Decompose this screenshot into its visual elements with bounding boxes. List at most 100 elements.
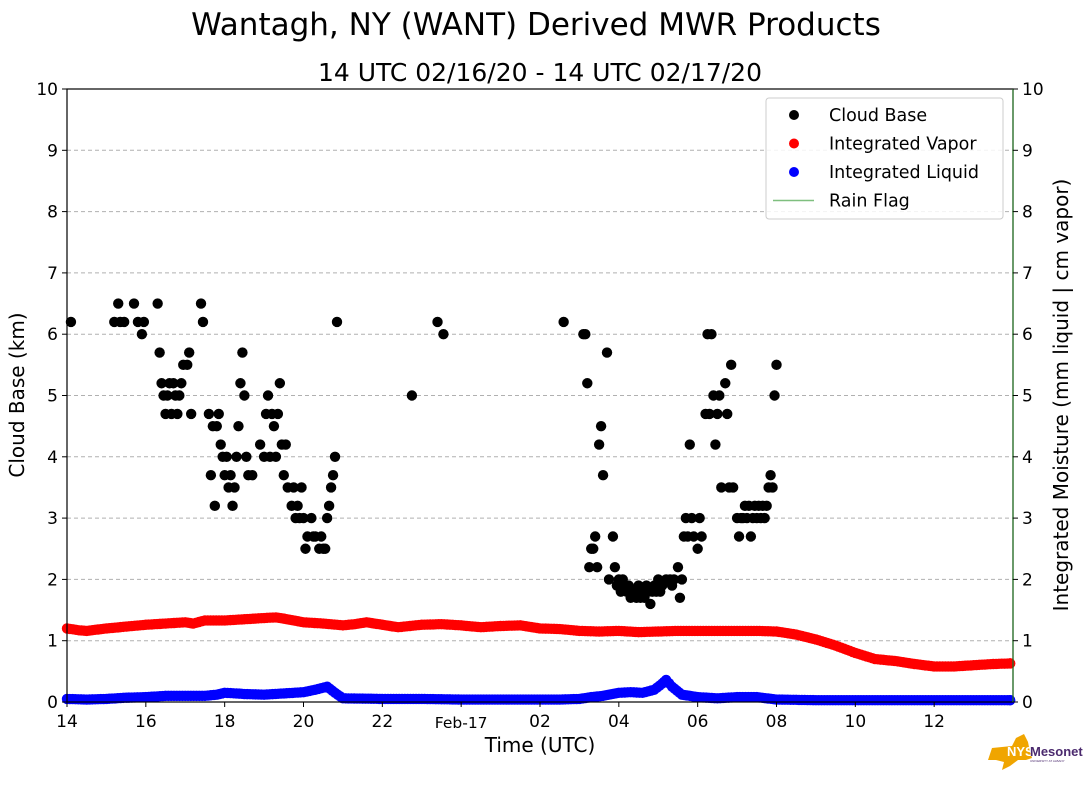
cloud-base-point <box>239 390 250 401</box>
cloud-base-point <box>172 408 183 420</box>
logo-mesonet-text: Mesonet <box>1030 744 1083 759</box>
cloud-base-point <box>306 512 317 524</box>
cloud-base-point <box>270 451 282 462</box>
cloud-base-point <box>156 378 167 389</box>
cloud-base-point <box>588 543 599 554</box>
cloud-base-point <box>607 531 619 542</box>
cloud-base-point <box>274 378 286 389</box>
cloud-base-point <box>298 512 309 524</box>
y-tick-label-left: 8 <box>47 203 58 223</box>
cloud-base-point <box>765 469 776 481</box>
cloud-base-point <box>65 316 77 328</box>
cloud-base-point <box>296 482 307 493</box>
cloud-base-point <box>580 329 591 340</box>
cloud-base-point <box>696 531 707 542</box>
ny-state-shape-icon <box>988 734 1032 770</box>
cloud-base-point <box>300 543 311 554</box>
cloud-base-point <box>221 451 232 462</box>
liquid-point <box>1004 694 1016 706</box>
cloud-base-point <box>229 482 240 493</box>
y-tick-label-left: 7 <box>47 264 58 284</box>
legend-label: Integrated Vapor <box>829 135 977 155</box>
x-tick-label: 12 <box>923 712 945 732</box>
cloud-base-point <box>710 439 721 450</box>
chart-title: Wantagh, NY (WANT) Derived MWR Products <box>191 7 881 43</box>
x-tick-label: 06 <box>687 712 709 732</box>
cloud-base-point <box>597 469 609 481</box>
cloud-base-point <box>432 316 443 328</box>
y-tick-label-left: 3 <box>47 509 58 529</box>
cloud-base-point <box>704 408 715 420</box>
legend-box <box>765 97 1004 220</box>
y-axis-right: 0 1 2 3 4 5 6 7 8 9 10 <box>1013 80 1044 713</box>
cloud-base-point <box>118 316 130 328</box>
cloud-base-point <box>168 378 179 389</box>
cloud-base-point <box>128 298 140 309</box>
cloud-base-point <box>292 500 303 512</box>
cloud-base-point <box>733 531 745 542</box>
y-tick-label-right: 5 <box>1022 387 1033 407</box>
cloud-base-point <box>591 561 603 573</box>
cloud-base-point <box>582 378 593 389</box>
cloud-base-point <box>609 561 621 573</box>
cloud-base-point <box>316 531 327 542</box>
y-axis-left: 0 1 2 3 4 5 6 7 8 9 10 <box>36 80 67 713</box>
cloud-base-point <box>209 500 221 512</box>
cloud-base-point <box>215 439 226 450</box>
y-tick-label-left: 5 <box>47 387 58 407</box>
series-integrated-liquid <box>61 674 1016 706</box>
cloud-base-point <box>438 329 449 340</box>
cloud-base-point <box>706 329 717 340</box>
x-tick-label: 20 <box>293 712 315 732</box>
cloud-base-point <box>674 592 686 603</box>
cloud-base-point <box>262 390 274 401</box>
y-tick-label-right: 6 <box>1022 325 1033 345</box>
logo-nys-text: NYS <box>1007 744 1034 759</box>
cloud-base-point <box>725 359 737 371</box>
x-axis: 14 16 18 20 22 Feb-17 02 04 06 08 10 12 <box>56 702 945 732</box>
y-tick-label-left: 4 <box>47 448 58 468</box>
cloud-base-point <box>769 390 780 401</box>
cloud-base-point <box>233 420 244 432</box>
cloud-base-point <box>325 482 337 493</box>
cloud-base-point <box>176 378 187 389</box>
y-tick-label-right: 3 <box>1022 509 1033 529</box>
cloud-base-point <box>183 347 195 358</box>
series-layer <box>61 298 1016 706</box>
y-tick-label-right: 4 <box>1022 448 1033 468</box>
cloud-base-point <box>686 512 697 524</box>
cloud-base-point <box>771 359 782 371</box>
x-tick-label: 18 <box>214 712 236 732</box>
legend-label: Integrated Liquid <box>829 163 979 183</box>
cloud-base-point <box>195 298 207 309</box>
cloud-base-point <box>152 298 163 309</box>
cloud-base-point <box>727 482 739 493</box>
cloud-base-point <box>331 316 343 328</box>
x-tick-label: 10 <box>845 712 867 732</box>
cloud-base-point <box>406 390 418 401</box>
nys-mesonet-logo: NYS Mesonet UNIVERSITY AT ALBANY <box>988 734 1083 770</box>
cloud-base-point <box>584 561 595 573</box>
cloud-base-point <box>278 469 289 481</box>
cloud-base-point <box>692 543 703 554</box>
legend-marker-integrated-liquid <box>789 167 799 177</box>
legend-label: Cloud Base <box>829 106 927 126</box>
y-tick-label-left: 9 <box>47 141 58 161</box>
x-axis-label: Time (UTC) <box>484 733 596 757</box>
cloud-base-point <box>321 512 333 524</box>
cloud-base-point <box>601 347 613 358</box>
legend-marker-cloud-base <box>789 110 799 120</box>
cloud-base-point <box>237 347 248 358</box>
y-tick-label-right: 9 <box>1022 141 1033 161</box>
cloud-base-point <box>154 347 165 358</box>
legend-label: Rain Flag <box>829 192 910 212</box>
cloud-base-point <box>182 359 193 371</box>
cloud-base-point <box>247 469 258 481</box>
cloud-base-point <box>329 451 341 462</box>
cloud-base-point <box>241 451 252 462</box>
cloud-base-point <box>327 469 339 481</box>
cloud-base-point <box>235 378 246 389</box>
cloud-base-point <box>272 408 284 420</box>
cloud-base-point <box>185 408 197 420</box>
cloud-base-point <box>761 500 772 512</box>
